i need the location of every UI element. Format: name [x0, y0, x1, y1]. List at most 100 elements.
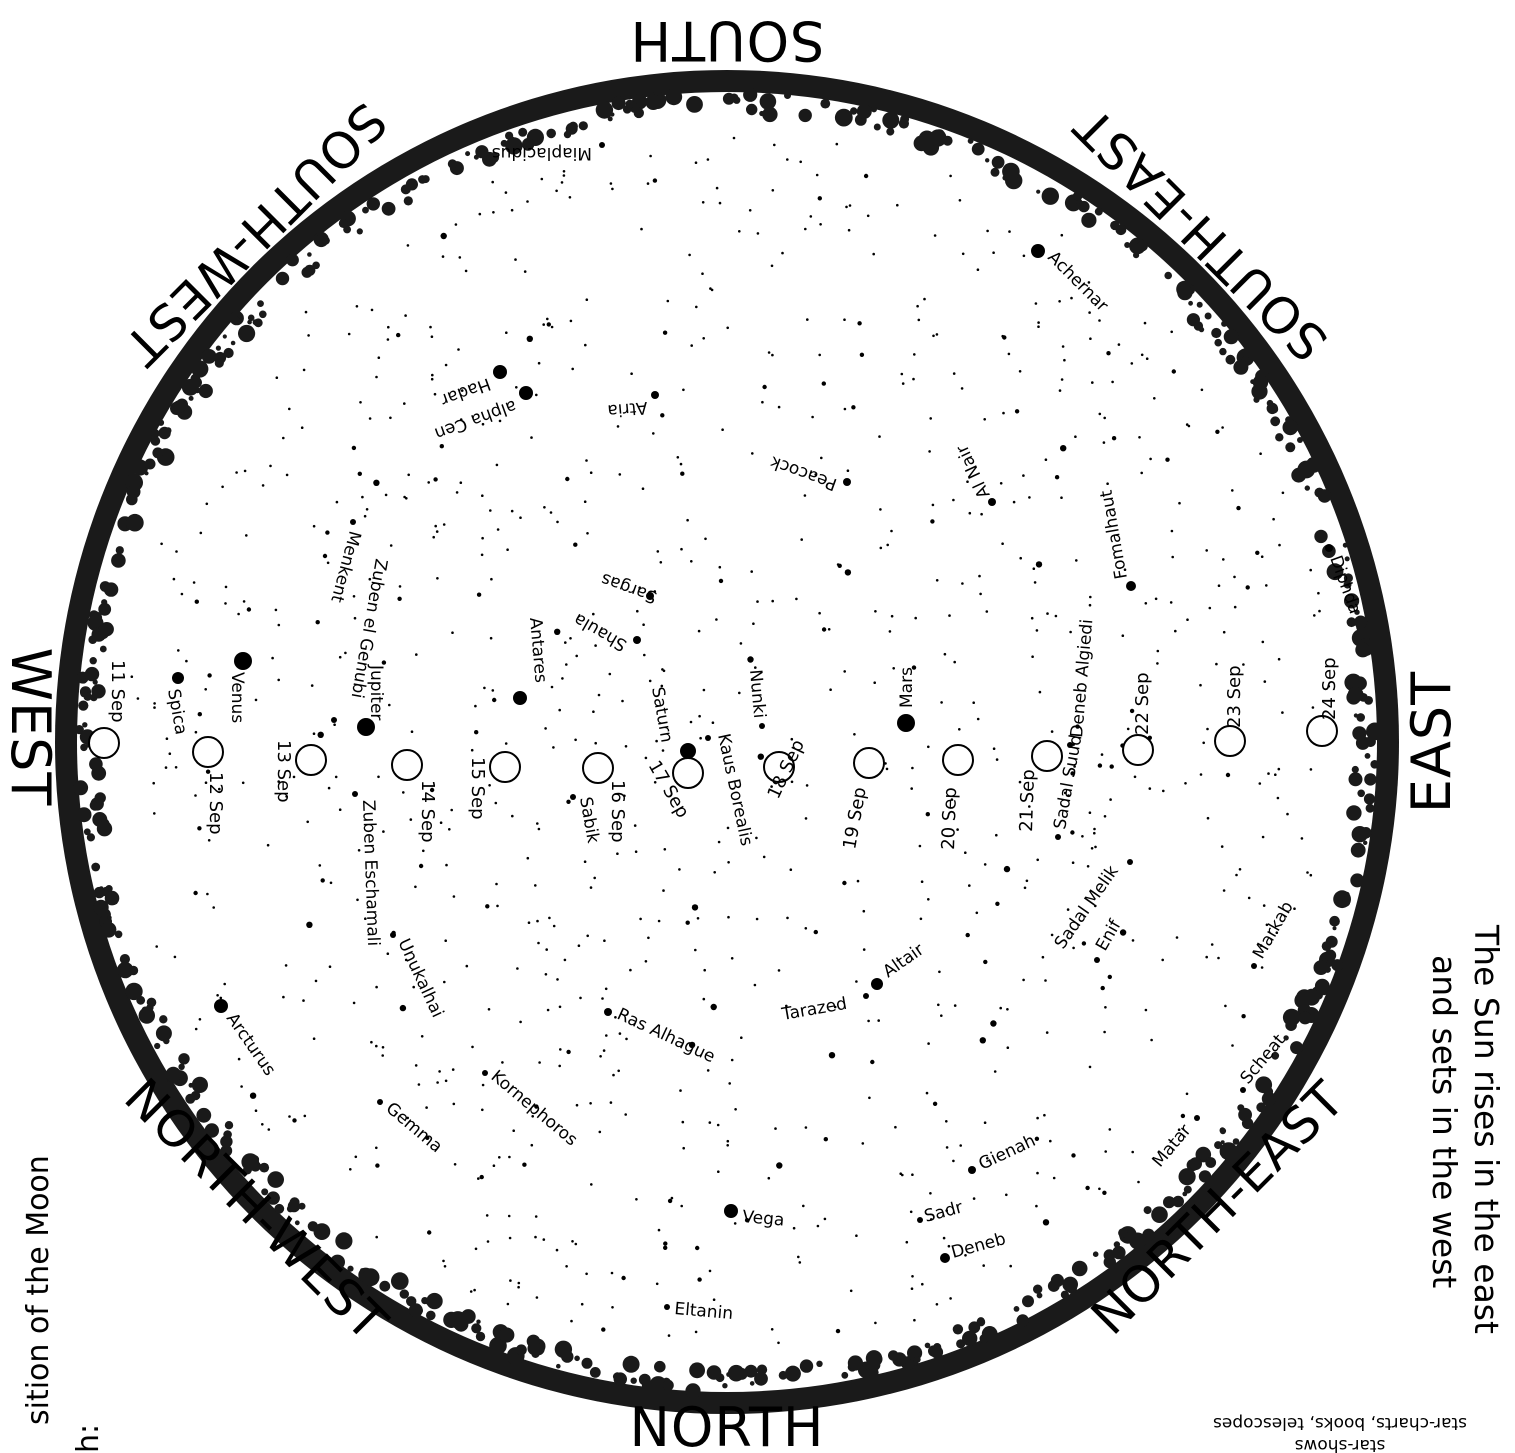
planet-label: Mars: [897, 667, 917, 708]
background-star: [554, 628, 561, 635]
horizon-bump: [1225, 354, 1236, 365]
horizon-bump: [722, 1383, 728, 1389]
background-star: [237, 1057, 241, 1061]
background-star: [1259, 944, 1263, 947]
horizon-bump: [1342, 542, 1348, 548]
moon-label: 20 Sep: [938, 787, 961, 850]
background-star: [1075, 559, 1078, 562]
background-star: [949, 1297, 952, 1300]
background-star: [1242, 663, 1245, 666]
horizon-bump: [1365, 803, 1375, 813]
horizon-bump: [762, 106, 778, 123]
background-star: [785, 1004, 788, 1008]
background-star: [982, 1264, 985, 1267]
background-star: [254, 698, 258, 702]
background-star: [1031, 655, 1034, 658]
horizon-bump: [1183, 1185, 1192, 1194]
background-star: [589, 886, 593, 889]
horizon-bump: [568, 121, 578, 131]
horizon-bump: [1346, 805, 1362, 821]
background-star: [1086, 865, 1090, 868]
horizon-bump: [425, 1298, 432, 1305]
background-star: [406, 244, 410, 247]
horizon-bump: [196, 1107, 212, 1123]
background-star: [618, 1032, 622, 1035]
background-star: [235, 471, 238, 474]
background-star: [642, 623, 645, 626]
background-star: [510, 208, 514, 212]
background-star: [609, 1101, 613, 1104]
background-star: [1267, 772, 1270, 775]
horizon-bump: [612, 1372, 621, 1381]
background-star: [1318, 609, 1321, 613]
background-star: [820, 456, 823, 460]
background-star: [544, 973, 548, 976]
horizon-bump: [475, 1331, 486, 1342]
background-star: [389, 544, 393, 547]
background-star: [663, 848, 667, 851]
horizon-bump: [146, 997, 157, 1008]
background-star: [565, 663, 568, 666]
background-star: [459, 418, 463, 421]
background-star: [1035, 1204, 1038, 1208]
background-star: [386, 338, 390, 341]
background-star: [396, 332, 401, 338]
background-star: [485, 1214, 489, 1217]
horizon-bump: [1237, 1104, 1245, 1112]
background-star: [738, 230, 741, 233]
moon-label: 24 Sep: [1319, 657, 1340, 720]
horizon-bump: [1342, 898, 1351, 907]
moon-marker: [88, 727, 120, 759]
background-star: [956, 828, 959, 831]
background-star: [730, 957, 734, 960]
horizon-bump: [1365, 736, 1376, 747]
horizon-bump: [746, 105, 753, 113]
background-star: [312, 524, 316, 528]
background-star: [935, 333, 939, 336]
horizon-bump: [722, 92, 735, 105]
background-star: [690, 344, 693, 347]
background-star: [755, 917, 759, 921]
background-star: [1199, 773, 1203, 776]
background-star: [356, 898, 359, 902]
horizon-bump: [1317, 489, 1332, 503]
horizon-bump: [622, 1355, 640, 1373]
background-star: [1185, 423, 1189, 426]
background-star: [1241, 1014, 1246, 1019]
background-star: [430, 377, 434, 381]
background-star: [1009, 1264, 1012, 1268]
background-star: [1260, 555, 1264, 558]
star-marker: [759, 723, 765, 729]
background-star: [205, 502, 209, 506]
background-star: [682, 1146, 685, 1150]
background-star: [862, 948, 866, 951]
background-star: [453, 1163, 457, 1166]
horizon-bump: [361, 1268, 380, 1287]
background-star: [585, 1272, 588, 1276]
background-star: [942, 1236, 946, 1240]
background-star: [412, 985, 416, 989]
background-star: [835, 142, 839, 146]
background-star: [911, 665, 917, 670]
background-star: [829, 688, 832, 691]
background-star: [814, 473, 817, 476]
horizon-bump: [834, 108, 853, 127]
background-star: [1001, 542, 1004, 545]
background-star: [699, 736, 702, 740]
horizon-bump: [1343, 573, 1353, 583]
background-star: [920, 880, 924, 883]
background-star: [1202, 741, 1205, 745]
background-star: [1005, 1193, 1008, 1197]
background-star: [873, 681, 876, 684]
horizon-bump: [1036, 1292, 1043, 1299]
background-star: [635, 1198, 638, 1201]
background-star: [844, 569, 852, 576]
horizon-bump: [1297, 437, 1303, 443]
background-star: [284, 964, 288, 967]
background-star: [978, 574, 981, 578]
background-star: [751, 452, 754, 455]
background-star: [726, 1144, 729, 1147]
moon-marker: [763, 751, 795, 783]
horizon-bump: [191, 360, 209, 378]
background-star: [1205, 955, 1208, 959]
